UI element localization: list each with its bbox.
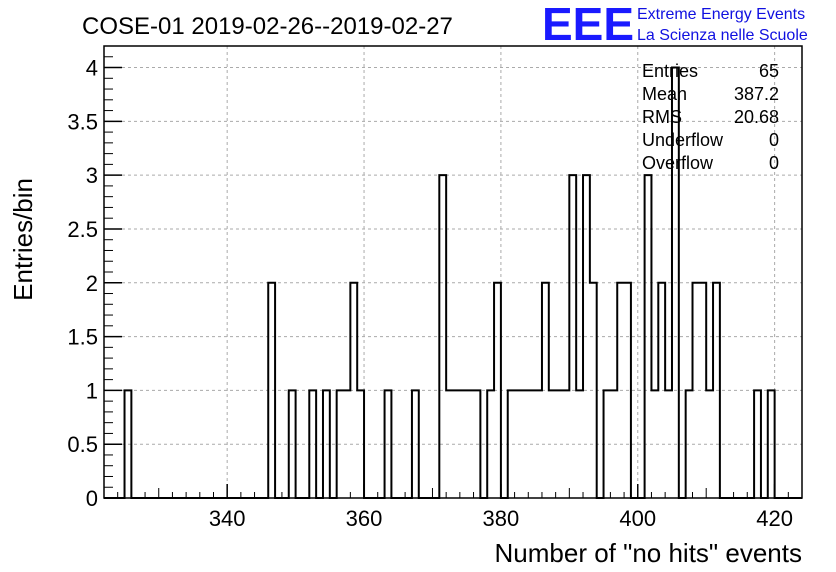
stats-value: 0 [769,153,779,173]
grid-lines [104,46,802,498]
x-axis-label: Number of "no hits" events [495,538,803,568]
x-tick-label: 380 [483,506,520,531]
plot-frame [103,45,803,499]
stats-value: 20.68 [734,107,779,127]
x-tick-label: 340 [209,506,246,531]
y-tick-label: 4 [86,56,98,81]
stats-label: Overflow [642,153,714,173]
stats-box: Entries 65 Mean 387.2 RMS 20.68 Underflow 0 Over… [642,61,779,173]
stats-value: 0 [769,130,779,150]
logo-line-1: Extreme Energy Events [637,6,805,23]
y-tick-label: 1 [86,378,98,403]
y-tick-label: 3.5 [67,109,98,134]
stats-label: Entries [642,61,698,81]
stats-value: 65 [759,61,779,81]
y-tick-label: 2 [86,271,98,296]
stats-value: 387.2 [734,84,779,104]
eee-logo: EEE Extreme Energy Events La Scienza nel… [542,0,808,50]
x-tick-label: 400 [619,506,656,531]
y-tick-label: 0.5 [67,432,98,457]
stats-label: Underflow [642,130,724,150]
eee-logo-mark: EEE [542,0,634,50]
y-axis-label: Entries/bin [8,178,38,301]
x-tick-label: 420 [756,506,793,531]
y-tick-label: 1.5 [67,325,98,350]
tick-labels: 340 360 380 400 420 0 0.5 1 1.5 2 2.5 3 3.5 4 [67,56,793,531]
logo-line-2: La Scienza nelle Scuole [637,27,808,44]
y-tick-label: 3 [86,163,98,188]
stats-label: Mean [642,84,687,104]
stats-label: RMS [642,107,682,127]
x-tick-label: 360 [346,506,383,531]
chart-title: COSE-01 2019-02-26--2019-02-27 [82,13,453,40]
y-tick-label: 0 [86,486,98,511]
y-tick-label: 2.5 [67,217,98,242]
axis-ticks [103,56,803,499]
